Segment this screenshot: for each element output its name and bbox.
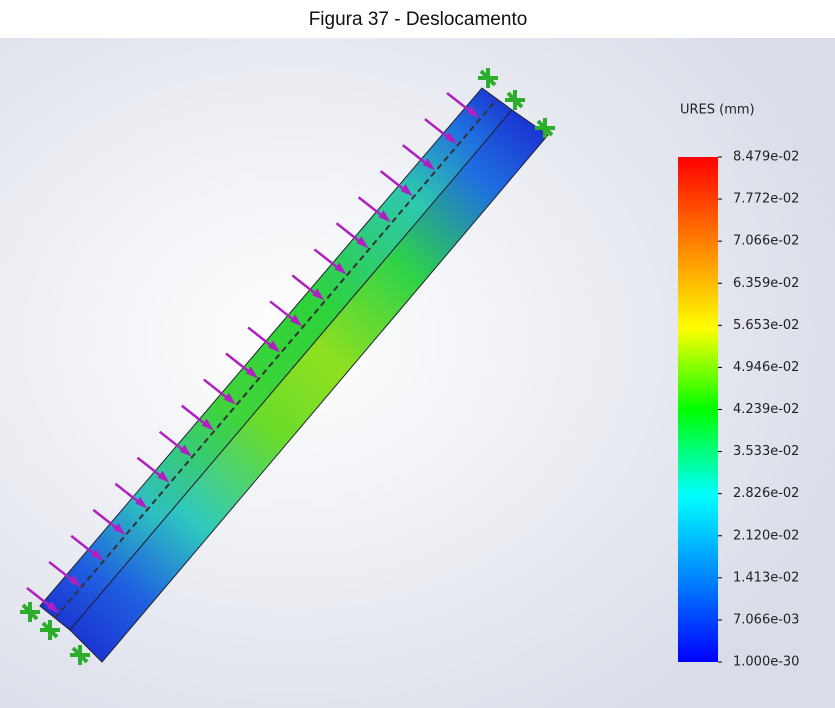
legend-label: 2.120e-02: [733, 528, 799, 543]
legend-label: 4.239e-02: [733, 402, 799, 417]
legend-label: 7.772e-02: [733, 192, 799, 207]
legend-label: 8.479e-02: [733, 150, 799, 165]
page: Figura 37 - Deslocamento URES (mm) 8.479…: [0, 0, 835, 708]
legend-label: 2.826e-02: [733, 486, 799, 501]
color-bar: [678, 157, 718, 662]
legend-label: 5.653e-02: [733, 318, 799, 333]
legend-label: 4.946e-02: [733, 360, 799, 375]
legend-label: 7.066e-02: [733, 234, 799, 249]
legend-title: URES (mm): [680, 103, 755, 118]
legend-label: 7.066e-03: [733, 612, 799, 627]
screenshot: Figura 37 - Deslocamento URES (mm) 8.479…: [0, 0, 835, 708]
legend-label: 1.000e-30: [733, 655, 799, 670]
legend-label: 6.359e-02: [733, 276, 799, 291]
legend-label: 1.413e-02: [733, 570, 799, 585]
figure-title: Figura 37 - Deslocamento: [309, 9, 528, 30]
legend-label: 3.533e-02: [733, 444, 799, 459]
